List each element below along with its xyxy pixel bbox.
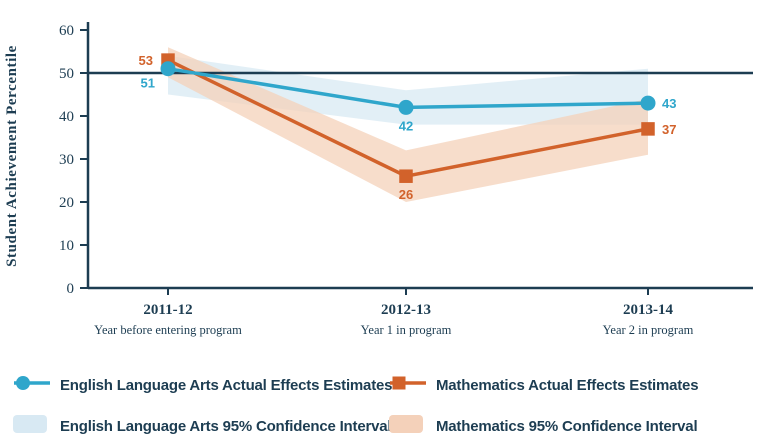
svg-text:26: 26 xyxy=(399,187,413,202)
legend-item-math-estimates: Mathematics Actual Effects Estimates xyxy=(388,373,766,398)
svg-text:53: 53 xyxy=(139,53,153,68)
legend-label: English Language Arts 95% Confidence Int… xyxy=(60,418,392,435)
svg-text:60: 60 xyxy=(59,23,74,39)
svg-text:37: 37 xyxy=(662,122,676,137)
achievement-line-chart: 0 10 20 30 40 50 60 2011-12 Year before entering… xyxy=(4,22,753,337)
legend-item-ela-estimates: English Language Arts Actual Effects Est… xyxy=(12,373,392,398)
svg-text:2011-12: 2011-12 xyxy=(143,302,192,318)
svg-text:2012-13: 2012-13 xyxy=(381,302,431,318)
svg-text:40: 40 xyxy=(59,109,74,125)
svg-text:Year before entering program: Year before entering program xyxy=(94,323,242,337)
svg-text:50: 50 xyxy=(59,66,74,82)
svg-text:30: 30 xyxy=(59,152,74,168)
ela-confidence-band-icon xyxy=(12,414,50,439)
legend-label: Mathematics 95% Confidence Interval xyxy=(436,418,698,435)
svg-text:Student Achievement Percentile: Student Achievement Percentile xyxy=(4,45,20,267)
svg-text:51: 51 xyxy=(141,76,155,91)
math-line-marker-icon xyxy=(388,373,426,398)
legend-item-math-confidence: Mathematics 95% Confidence Interval xyxy=(388,414,766,439)
svg-text:2013-14: 2013-14 xyxy=(623,302,673,318)
legend-label: Mathematics Actual Effects Estimates xyxy=(436,377,699,394)
svg-text:43: 43 xyxy=(662,96,676,111)
legend-label: English Language Arts Actual Effects Est… xyxy=(60,377,393,394)
ela-line-marker-icon xyxy=(12,373,50,398)
svg-text:10: 10 xyxy=(59,238,74,254)
legend-item-ela-confidence: English Language Arts 95% Confidence Int… xyxy=(12,414,392,439)
svg-text:42: 42 xyxy=(399,118,413,133)
svg-text:0: 0 xyxy=(67,281,75,297)
svg-text:Year 2 in program: Year 2 in program xyxy=(603,323,694,337)
svg-text:Year 1 in program: Year 1 in program xyxy=(361,323,452,337)
math-confidence-band-icon xyxy=(388,414,426,439)
svg-text:20: 20 xyxy=(59,195,74,211)
chart-legend: English Language Arts Actual Effects Est… xyxy=(12,373,766,439)
